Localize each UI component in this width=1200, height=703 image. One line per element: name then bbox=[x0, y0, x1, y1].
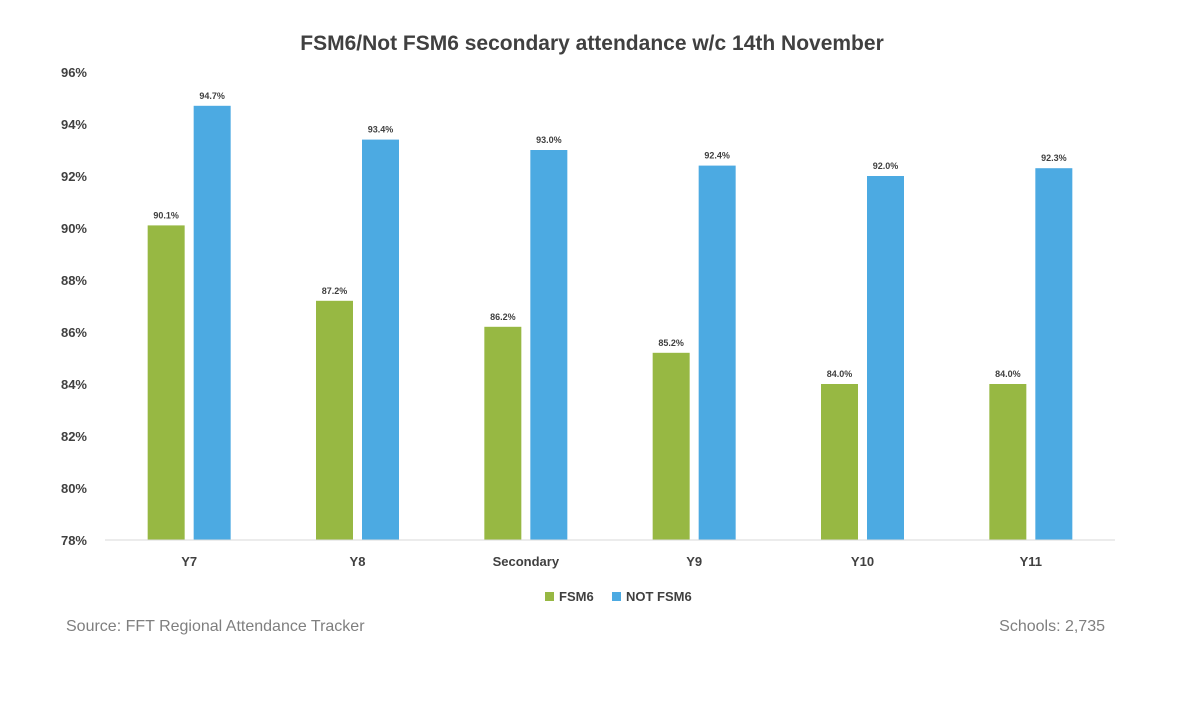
y-tick-label: 88% bbox=[61, 273, 87, 288]
bar-fsm6 bbox=[652, 352, 690, 540]
data-label: 90.1% bbox=[153, 210, 179, 220]
schools-count: Schools: 2,735 bbox=[999, 618, 1105, 635]
legend: FSM6 NOT FSM6 bbox=[545, 589, 692, 604]
data-label: 92.4% bbox=[704, 151, 730, 161]
data-label: 92.0% bbox=[873, 161, 899, 171]
y-tick-label: 96% bbox=[61, 65, 87, 80]
y-tick-label: 78% bbox=[61, 533, 87, 548]
bar-not-fsm6 bbox=[193, 105, 231, 541]
bar-not-fsm6 bbox=[698, 165, 736, 540]
legend-label: NOT FSM6 bbox=[626, 589, 692, 604]
data-label: 93.4% bbox=[368, 125, 394, 135]
data-label: 94.7% bbox=[199, 91, 225, 101]
x-axis-ticks: Y7 Y8 Secondary Y9 Y10 Y11 bbox=[181, 554, 1042, 569]
y-tick-label: 90% bbox=[61, 221, 87, 236]
x-tick-label: Y7 bbox=[181, 554, 197, 569]
x-tick-label: Y8 bbox=[350, 554, 366, 569]
source-note: Source: FFT Regional Attendance Tracker bbox=[66, 618, 365, 635]
legend-swatch bbox=[612, 592, 621, 601]
data-label: 87.2% bbox=[322, 286, 348, 296]
legend-label: FSM6 bbox=[559, 589, 594, 604]
x-tick-label: Y9 bbox=[686, 554, 702, 569]
bar-fsm6 bbox=[989, 384, 1027, 540]
x-tick-label: Y11 bbox=[1020, 554, 1042, 569]
y-tick-label: 92% bbox=[61, 169, 87, 184]
bar-not-fsm6 bbox=[1035, 168, 1073, 540]
data-label: 84.0% bbox=[827, 369, 853, 379]
data-label: 84.0% bbox=[995, 369, 1021, 379]
y-tick-label: 84% bbox=[61, 377, 87, 392]
data-label: 93.0% bbox=[536, 135, 562, 145]
y-axis-ticks: 78% 80% 82% 84% 86% 88% 90% 92% 94% 96% bbox=[61, 65, 87, 548]
bar-fsm6 bbox=[821, 384, 858, 540]
x-tick-label: Secondary bbox=[493, 554, 560, 569]
bar-fsm6 bbox=[147, 225, 185, 540]
y-tick-label: 82% bbox=[61, 429, 87, 444]
y-tick-label: 80% bbox=[61, 481, 87, 496]
data-label: 86.2% bbox=[490, 312, 516, 322]
y-tick-label: 94% bbox=[61, 117, 87, 132]
bar-not-fsm6 bbox=[530, 150, 568, 540]
bars bbox=[147, 105, 1073, 541]
data-label: 92.3% bbox=[1041, 153, 1067, 163]
bar-not-fsm6 bbox=[362, 139, 399, 540]
y-tick-label: 86% bbox=[61, 325, 87, 340]
x-tick-label: Y10 bbox=[851, 554, 874, 569]
bar-not-fsm6 bbox=[867, 176, 904, 540]
legend-swatch bbox=[545, 592, 554, 601]
chart-title: FSM6/Not FSM6 secondary attendance w/c 1… bbox=[300, 32, 884, 55]
bar-fsm6 bbox=[316, 300, 353, 540]
data-labels: 90.1% 94.7% 87.2% 93.4% 86.2% 93.0% 85.2% 92.4%… bbox=[153, 91, 1066, 379]
data-label: 85.2% bbox=[658, 338, 684, 348]
bar-fsm6 bbox=[484, 326, 522, 540]
